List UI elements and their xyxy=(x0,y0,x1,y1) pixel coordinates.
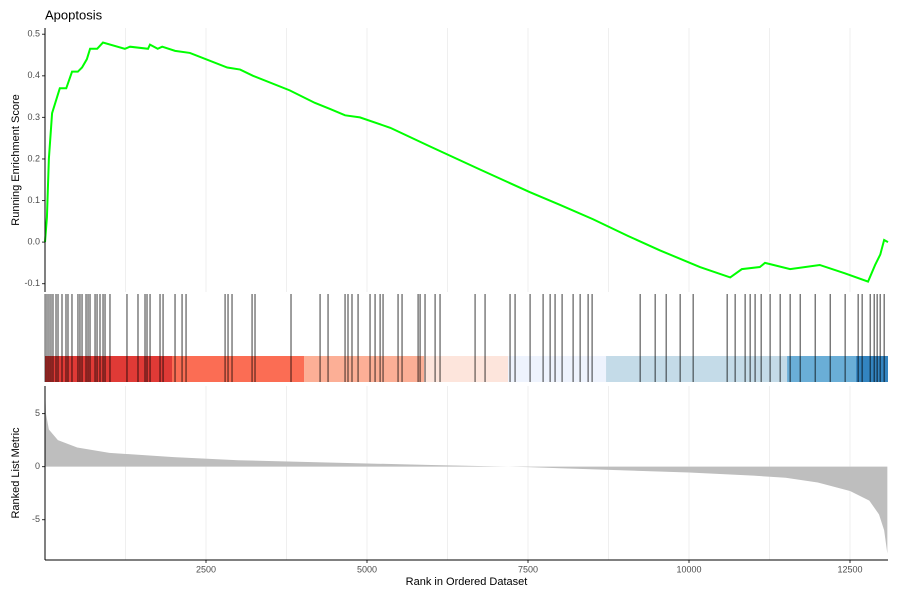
y-tick-label: 0.2 xyxy=(27,153,40,163)
enrichment-line xyxy=(44,41,889,283)
y-tick-label: -0.1 xyxy=(24,278,40,288)
y-tick-label: 0.1 xyxy=(27,195,40,205)
rank-band xyxy=(45,356,172,382)
x-tick-label: 12500 xyxy=(837,564,862,574)
rank-band xyxy=(304,356,425,382)
x-tick-label: 2500 xyxy=(196,564,216,574)
y-tick-label: 0 xyxy=(35,461,40,471)
y-axis-label: Ranked List Metric xyxy=(10,427,22,519)
x-tick-label: 5000 xyxy=(357,564,377,574)
x-axis-label: Rank in Ordered Dataset xyxy=(406,576,528,588)
y-axis-label: Running Enrichment Score xyxy=(10,94,22,225)
y-tick-label: 0.4 xyxy=(27,70,40,80)
rank-band xyxy=(606,356,788,382)
rank-band xyxy=(171,356,305,382)
rank-band xyxy=(508,356,607,382)
x-tick-label: 10000 xyxy=(676,564,701,574)
rank-band xyxy=(424,356,509,382)
y-tick-label: 5 xyxy=(35,408,40,418)
x-tick-label: 7500 xyxy=(518,564,538,574)
rank-band xyxy=(856,356,888,382)
y-tick-label: 0.0 xyxy=(27,236,40,246)
chart-title: Apoptosis xyxy=(45,7,103,22)
y-tick-label: -5 xyxy=(32,514,40,524)
y-tick-label: 0.5 xyxy=(27,29,40,39)
metric-area xyxy=(45,387,888,554)
rank-band xyxy=(787,356,857,382)
y-tick-label: 0.3 xyxy=(27,112,40,122)
